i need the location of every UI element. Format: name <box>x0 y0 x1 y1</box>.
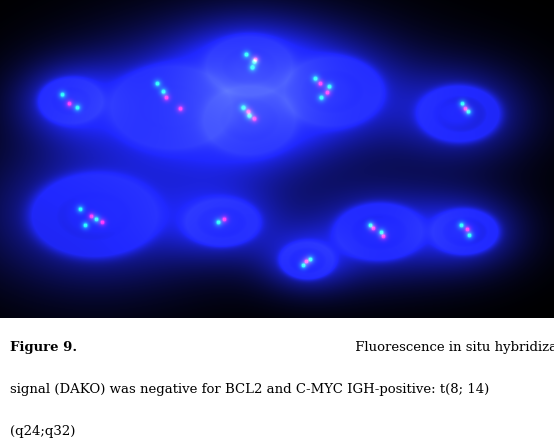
Text: signal (DAKO) was negative for BCL2 and C-MYC IGH-positive: t(8; 14): signal (DAKO) was negative for BCL2 and … <box>10 383 489 396</box>
Text: Figure 9.: Figure 9. <box>10 341 77 354</box>
Text: Fluorescence in situ hybridization (FISH) with probes Split: Fluorescence in situ hybridization (FISH… <box>351 341 554 354</box>
Text: (q24;q32): (q24;q32) <box>10 425 75 438</box>
